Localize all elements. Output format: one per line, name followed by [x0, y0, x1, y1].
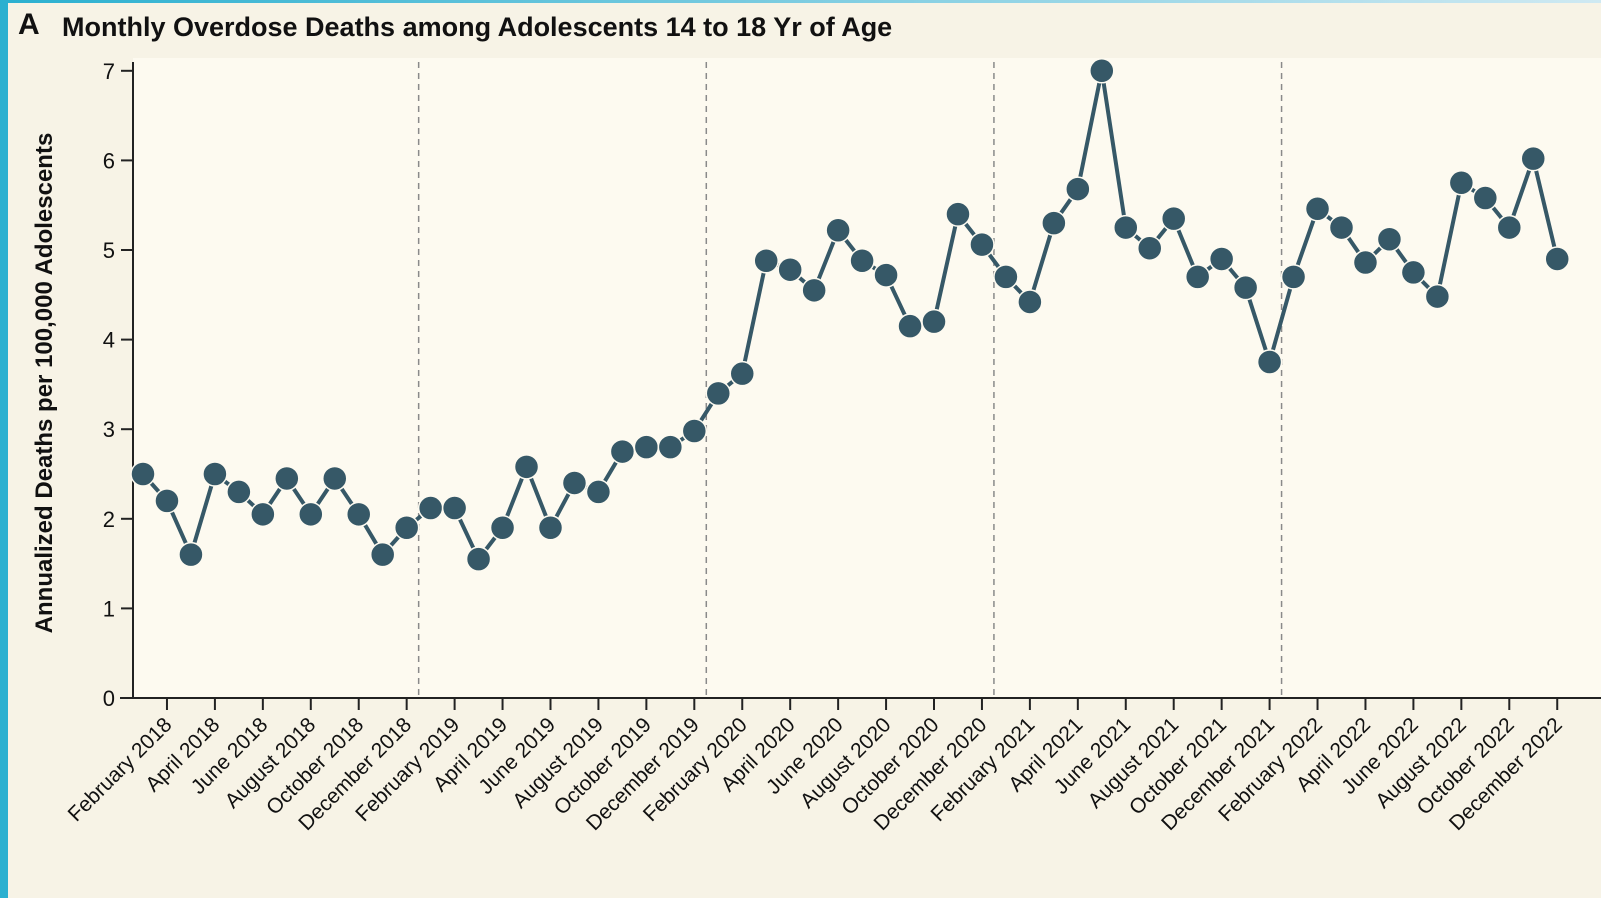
data-point [1400, 259, 1427, 286]
data-point [1376, 226, 1403, 252]
data-point [1472, 185, 1499, 211]
data-point [849, 248, 875, 274]
data-point [1041, 210, 1067, 236]
data-point [178, 541, 204, 568]
data-point [513, 454, 540, 480]
data-point [250, 501, 276, 528]
data-point [1304, 196, 1331, 222]
data-point [489, 515, 516, 541]
panel-label: A [18, 8, 40, 41]
data-point [1448, 170, 1475, 196]
data-point [274, 465, 300, 492]
data-point [322, 465, 348, 492]
data-point [465, 546, 492, 572]
data-point [705, 380, 732, 407]
data-point [1424, 283, 1451, 310]
data-point [1184, 264, 1211, 290]
data-point [969, 231, 995, 258]
year-separators [417, 62, 1283, 698]
data-point [441, 495, 468, 521]
data-point [154, 488, 180, 514]
data-point [729, 360, 755, 387]
y-axis: 0 1 2 3 4 5 6 7 [103, 59, 134, 711]
data-point [537, 515, 564, 541]
data-point [945, 201, 971, 227]
data-point [825, 217, 851, 244]
data-point [1136, 235, 1163, 261]
data-point [753, 248, 779, 274]
data-point [202, 461, 228, 487]
data-point [369, 541, 396, 568]
data-point [1160, 205, 1187, 232]
data-point [873, 262, 899, 288]
data-point [1208, 246, 1235, 272]
series-group [130, 58, 1570, 572]
data-point [1496, 214, 1523, 241]
data-point [1520, 145, 1547, 172]
data-point [1232, 274, 1259, 301]
y-tick-label: 5 [103, 238, 115, 263]
data-point [1065, 176, 1091, 202]
y-tick-label: 7 [103, 59, 115, 84]
y-axis-label: Annualized Deaths per 100,000 Adolescent… [31, 132, 58, 633]
y-tick-label: 2 [103, 507, 115, 532]
data-point [417, 495, 444, 521]
data-point [609, 438, 636, 465]
data-point [633, 434, 660, 460]
y-tick-label: 0 [103, 686, 115, 711]
top-accent-strip [0, 0, 1601, 3]
data-point [993, 264, 1019, 290]
data-point [681, 418, 708, 444]
data-point [921, 308, 947, 335]
data-point [130, 461, 156, 487]
y-tick-label: 3 [103, 417, 115, 442]
data-point [561, 470, 588, 496]
left-accent-strip [0, 0, 8, 898]
y-tick-label: 6 [103, 148, 115, 173]
y-axis-label-container: Annualized Deaths per 100,000 Adolescent… [28, 110, 62, 655]
data-point [1280, 264, 1307, 290]
plot-area [133, 58, 1601, 698]
data-point [1017, 289, 1043, 315]
y-tick-label: 1 [103, 596, 115, 621]
data-point [585, 479, 612, 505]
data-point [393, 515, 420, 541]
y-tick-label: 4 [103, 328, 115, 353]
chart-title: Monthly Overdose Deaths among Adolescent… [62, 12, 893, 42]
data-point [1113, 214, 1139, 241]
data-point [777, 256, 803, 283]
data-point [1352, 249, 1379, 276]
data-point [897, 313, 923, 339]
data-point [801, 277, 827, 304]
data-point [1328, 214, 1355, 241]
data-point [226, 479, 252, 505]
data-point [1089, 58, 1115, 84]
data-point [657, 434, 684, 460]
data-point [1256, 349, 1283, 375]
data-point [298, 501, 324, 528]
data-point [345, 501, 372, 528]
data-point [1544, 246, 1570, 272]
